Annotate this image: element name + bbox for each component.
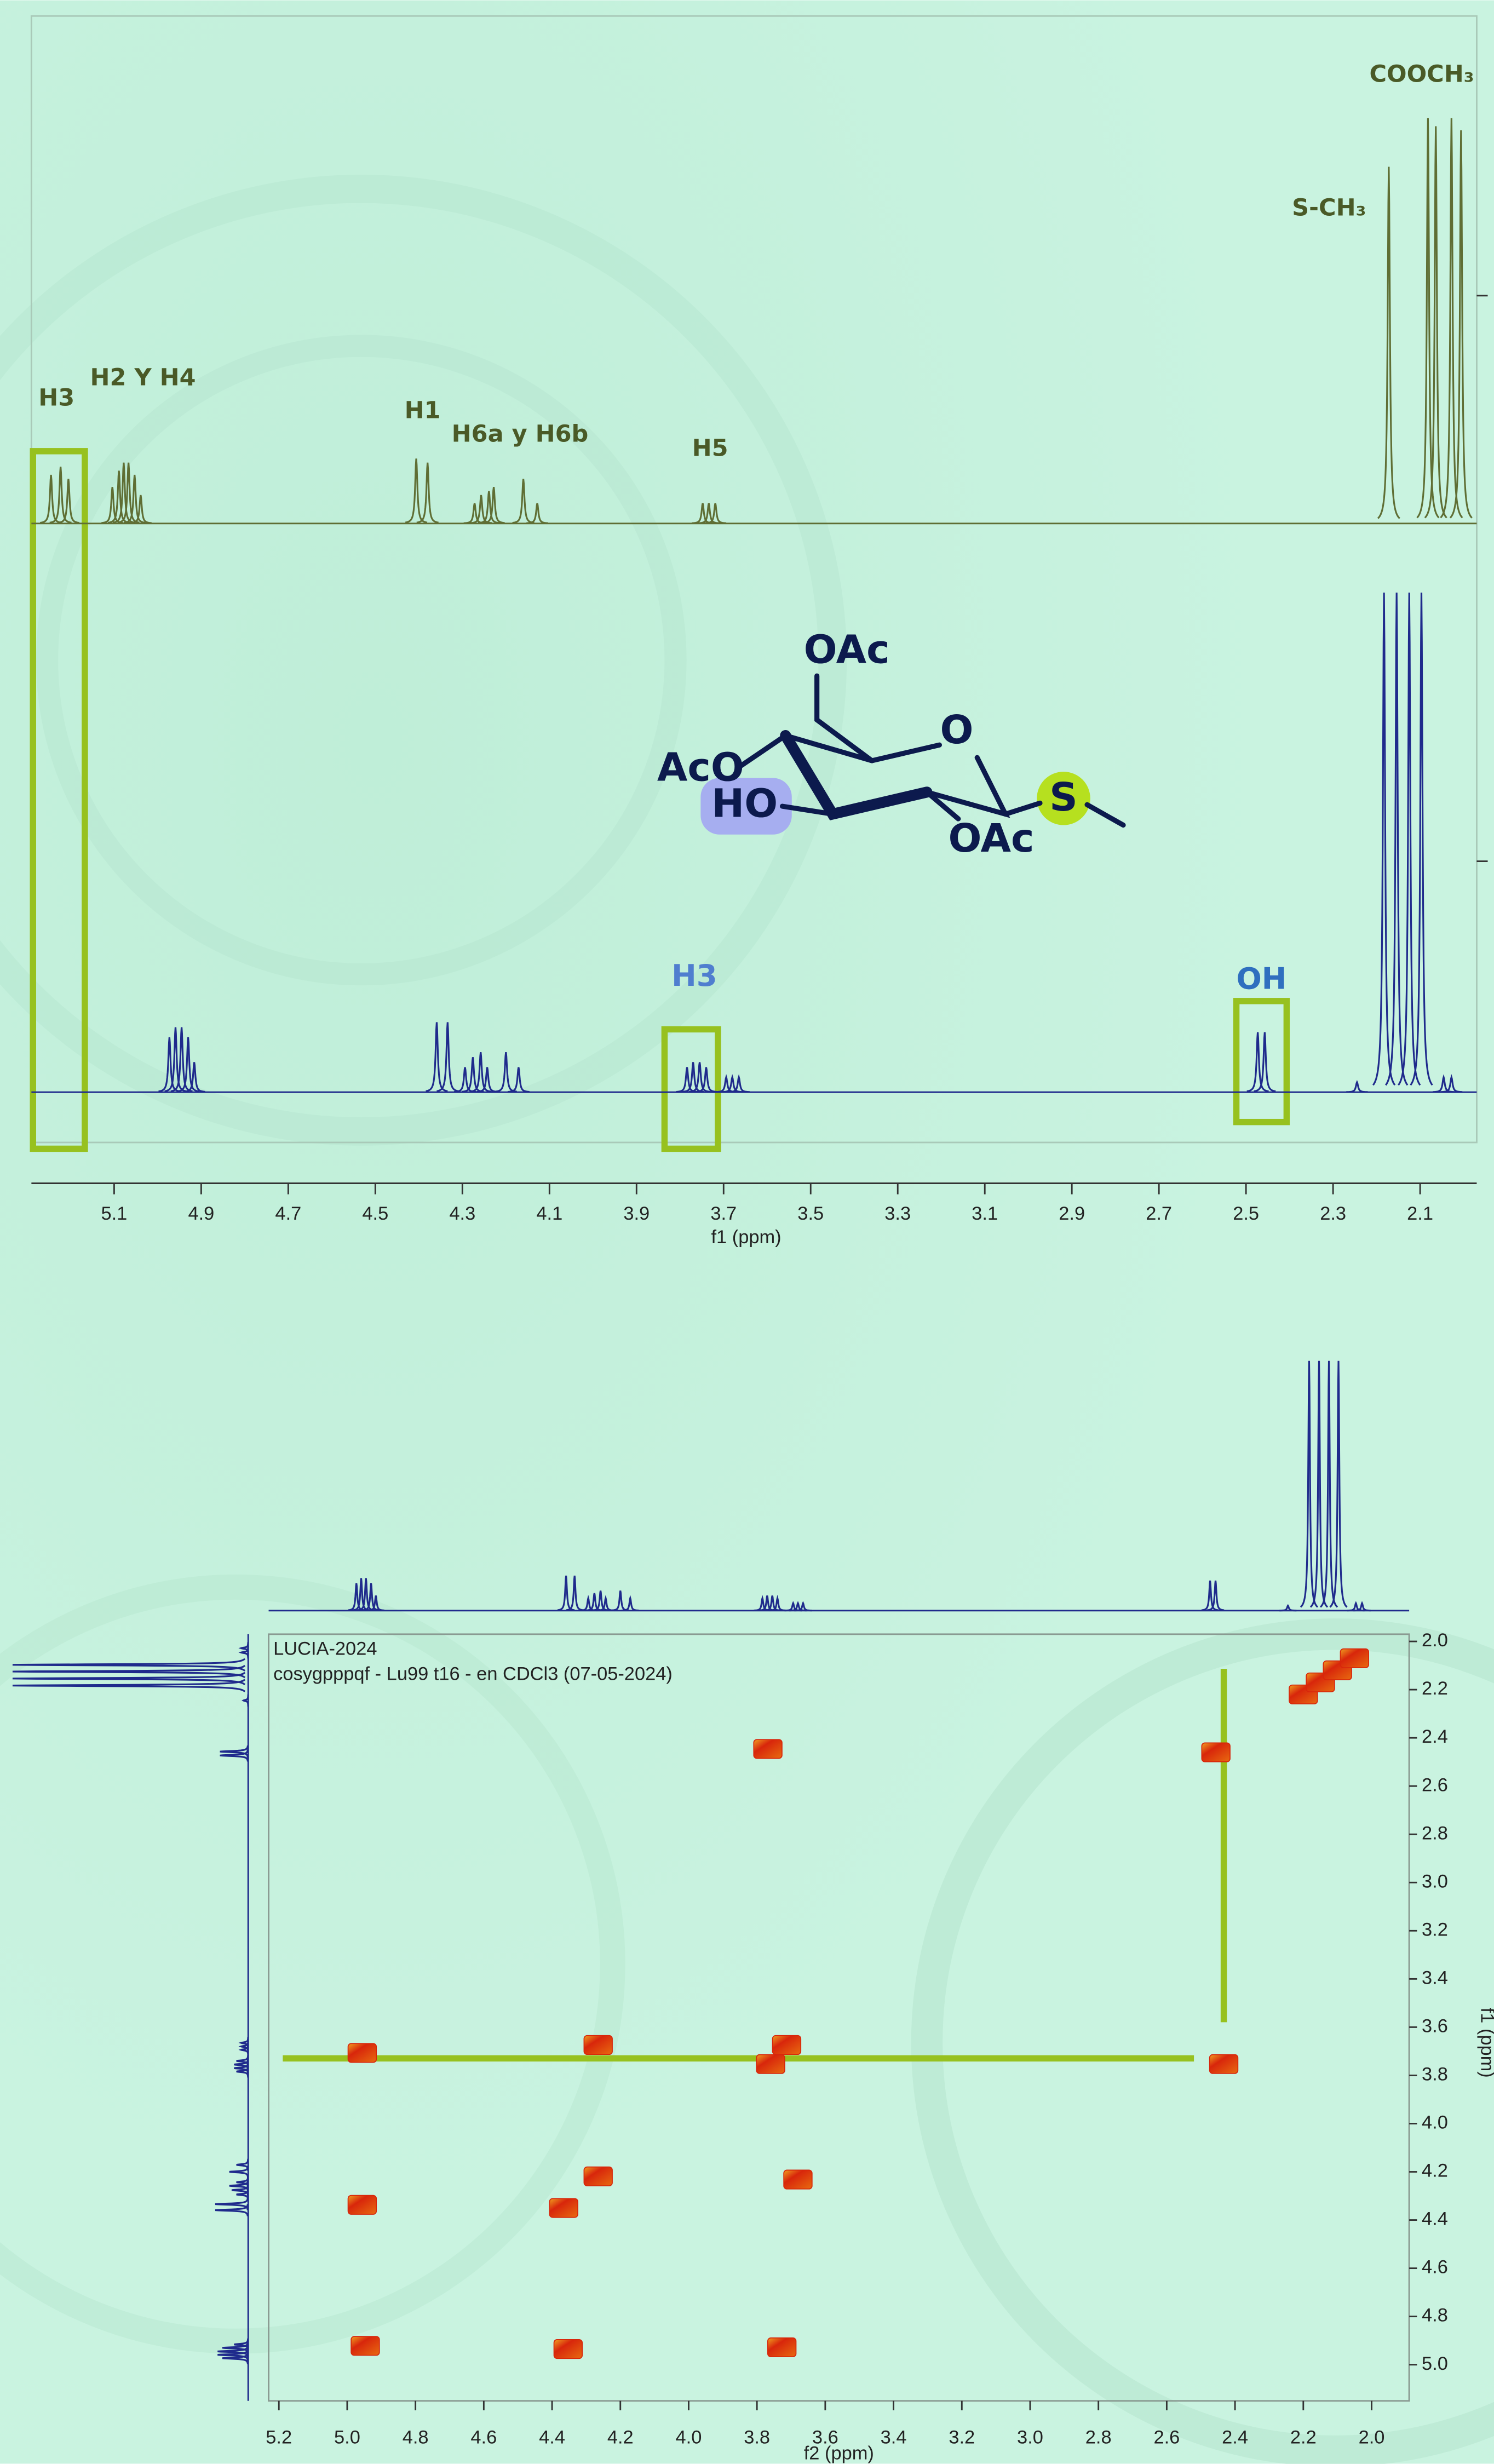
y-tick-label: 3.0 bbox=[1422, 1871, 1448, 1892]
x-tick-label: 3.9 bbox=[623, 1203, 650, 1224]
x-tick-label: 5.2 bbox=[266, 2427, 292, 2448]
peak-annotation: COOCH₃ bbox=[1369, 61, 1474, 88]
y-tick-label: 2.2 bbox=[1422, 1678, 1448, 1699]
y-tick-label: 2.4 bbox=[1422, 1726, 1448, 1747]
y-tick-label: 2.0 bbox=[1422, 1630, 1448, 1651]
x-tick-label: 4.0 bbox=[676, 2427, 702, 2448]
x-tick-label: 4.4 bbox=[539, 2427, 565, 2448]
page: {"chart_data": [ {"type": "nmr-1d", "x_l… bbox=[0, 0, 1494, 2464]
molecule-label: OAc bbox=[949, 815, 1035, 861]
molecule-label: HO bbox=[711, 780, 778, 826]
x-tick-label: 5.0 bbox=[334, 2427, 360, 2448]
cross-peak bbox=[351, 2336, 380, 2355]
x-tick-label: 2.0 bbox=[1359, 2427, 1385, 2448]
x-tick-label: 2.2 bbox=[1290, 2427, 1317, 2448]
x-tick-label: 3.0 bbox=[1017, 2427, 1043, 2448]
y-tick-label: 4.0 bbox=[1422, 2112, 1448, 2133]
y-axis-title: f1 (ppm) bbox=[1477, 2008, 1494, 2078]
y-tick-label: 3.8 bbox=[1422, 2064, 1448, 2085]
x-tick-label: 5.1 bbox=[101, 1203, 127, 1224]
x-axis-title: f1 (ppm) bbox=[711, 1227, 782, 1248]
x-tick-label: 4.1 bbox=[536, 1203, 562, 1224]
cross-peak bbox=[768, 2338, 796, 2357]
y-tick-label: 3.2 bbox=[1422, 1919, 1448, 1940]
cross-peak bbox=[1202, 1743, 1230, 1761]
cross-peak bbox=[584, 2167, 612, 2186]
cross-peak bbox=[754, 1739, 782, 1758]
peak-annotation: S-CH₃ bbox=[1292, 194, 1366, 222]
cross-peak bbox=[549, 2198, 578, 2217]
y-tick-label: 4.8 bbox=[1422, 2305, 1448, 2326]
x-tick-label: 4.8 bbox=[403, 2427, 429, 2448]
cross-peak bbox=[784, 2170, 812, 2189]
y-tick-label: 3.4 bbox=[1422, 1967, 1448, 1988]
x-tick-label: 2.7 bbox=[1146, 1203, 1172, 1224]
x-tick-label: 4.6 bbox=[470, 2427, 497, 2448]
x-tick-label: 2.4 bbox=[1222, 2427, 1248, 2448]
y-tick-label: 3.6 bbox=[1422, 2015, 1448, 2036]
x-tick-label: 4.9 bbox=[188, 1203, 214, 1224]
cross-peak bbox=[1210, 2055, 1238, 2074]
x-tick-label: 4.2 bbox=[607, 2427, 634, 2448]
x-tick-label: 2.1 bbox=[1407, 1203, 1433, 1224]
x-tick-label: 2.6 bbox=[1153, 2427, 1180, 2448]
cross-peak bbox=[348, 2043, 377, 2062]
x-tick-label: 2.5 bbox=[1233, 1203, 1259, 1224]
x-tick-label: 3.2 bbox=[949, 2427, 975, 2448]
y-tick-label: 4.2 bbox=[1422, 2161, 1448, 2181]
peak-annotation: H3 bbox=[38, 384, 74, 412]
y-tick-label: 5.0 bbox=[1422, 2353, 1448, 2374]
x-tick-label: 3.8 bbox=[744, 2427, 770, 2448]
peak-annotation: H6a y H6b bbox=[452, 421, 589, 448]
cross-peak bbox=[554, 2340, 583, 2358]
cross-peak bbox=[756, 2055, 785, 2074]
molecule-label: OAc bbox=[804, 627, 890, 673]
peak-annotation: OH bbox=[1236, 961, 1286, 996]
peak-annotation: H5 bbox=[692, 434, 728, 462]
molecule-label: O bbox=[940, 707, 973, 753]
experiment-note: LUCIA-2024 bbox=[273, 1639, 377, 1659]
y-tick-label: 2.8 bbox=[1422, 1823, 1448, 1843]
y-tick-label: 4.6 bbox=[1422, 2257, 1448, 2278]
x-tick-label: 3.5 bbox=[797, 1203, 824, 1224]
experiment-note: cosygpppqf - Lu99 t16 - en CDCl3 (07-05-… bbox=[273, 1664, 673, 1685]
x-tick-label: 3.1 bbox=[972, 1203, 998, 1224]
x-tick-label: 2.8 bbox=[1085, 2427, 1112, 2448]
cross-peak bbox=[773, 2036, 801, 2054]
figure: OAc O AcO HO S OAc 5.14.94.74.54.34.13.9… bbox=[0, 0, 1494, 2464]
molecule-label: S bbox=[1049, 774, 1078, 820]
x-tick-label: 3.4 bbox=[881, 2427, 907, 2448]
peak-annotation: H1 bbox=[405, 397, 441, 424]
peak-annotation: H2 Y H4 bbox=[90, 364, 196, 391]
y-tick-label: 4.4 bbox=[1422, 2209, 1448, 2230]
cross-peak bbox=[584, 2036, 612, 2054]
x-tick-label: 2.9 bbox=[1059, 1203, 1085, 1224]
peak-annotation: H3 bbox=[671, 958, 717, 993]
cross-peak bbox=[1341, 1649, 1369, 1668]
x-tick-label: 3.3 bbox=[884, 1203, 911, 1224]
y-tick-label: 2.6 bbox=[1422, 1774, 1448, 1795]
x-tick-label: 4.3 bbox=[449, 1203, 475, 1224]
x-axis-title: f2 (ppm) bbox=[804, 2443, 874, 2463]
cross-peak bbox=[348, 2196, 377, 2214]
x-tick-label: 2.3 bbox=[1320, 1203, 1346, 1224]
x-tick-label: 4.7 bbox=[275, 1203, 301, 1224]
x-tick-label: 3.7 bbox=[710, 1203, 737, 1224]
x-tick-label: 4.5 bbox=[362, 1203, 388, 1224]
